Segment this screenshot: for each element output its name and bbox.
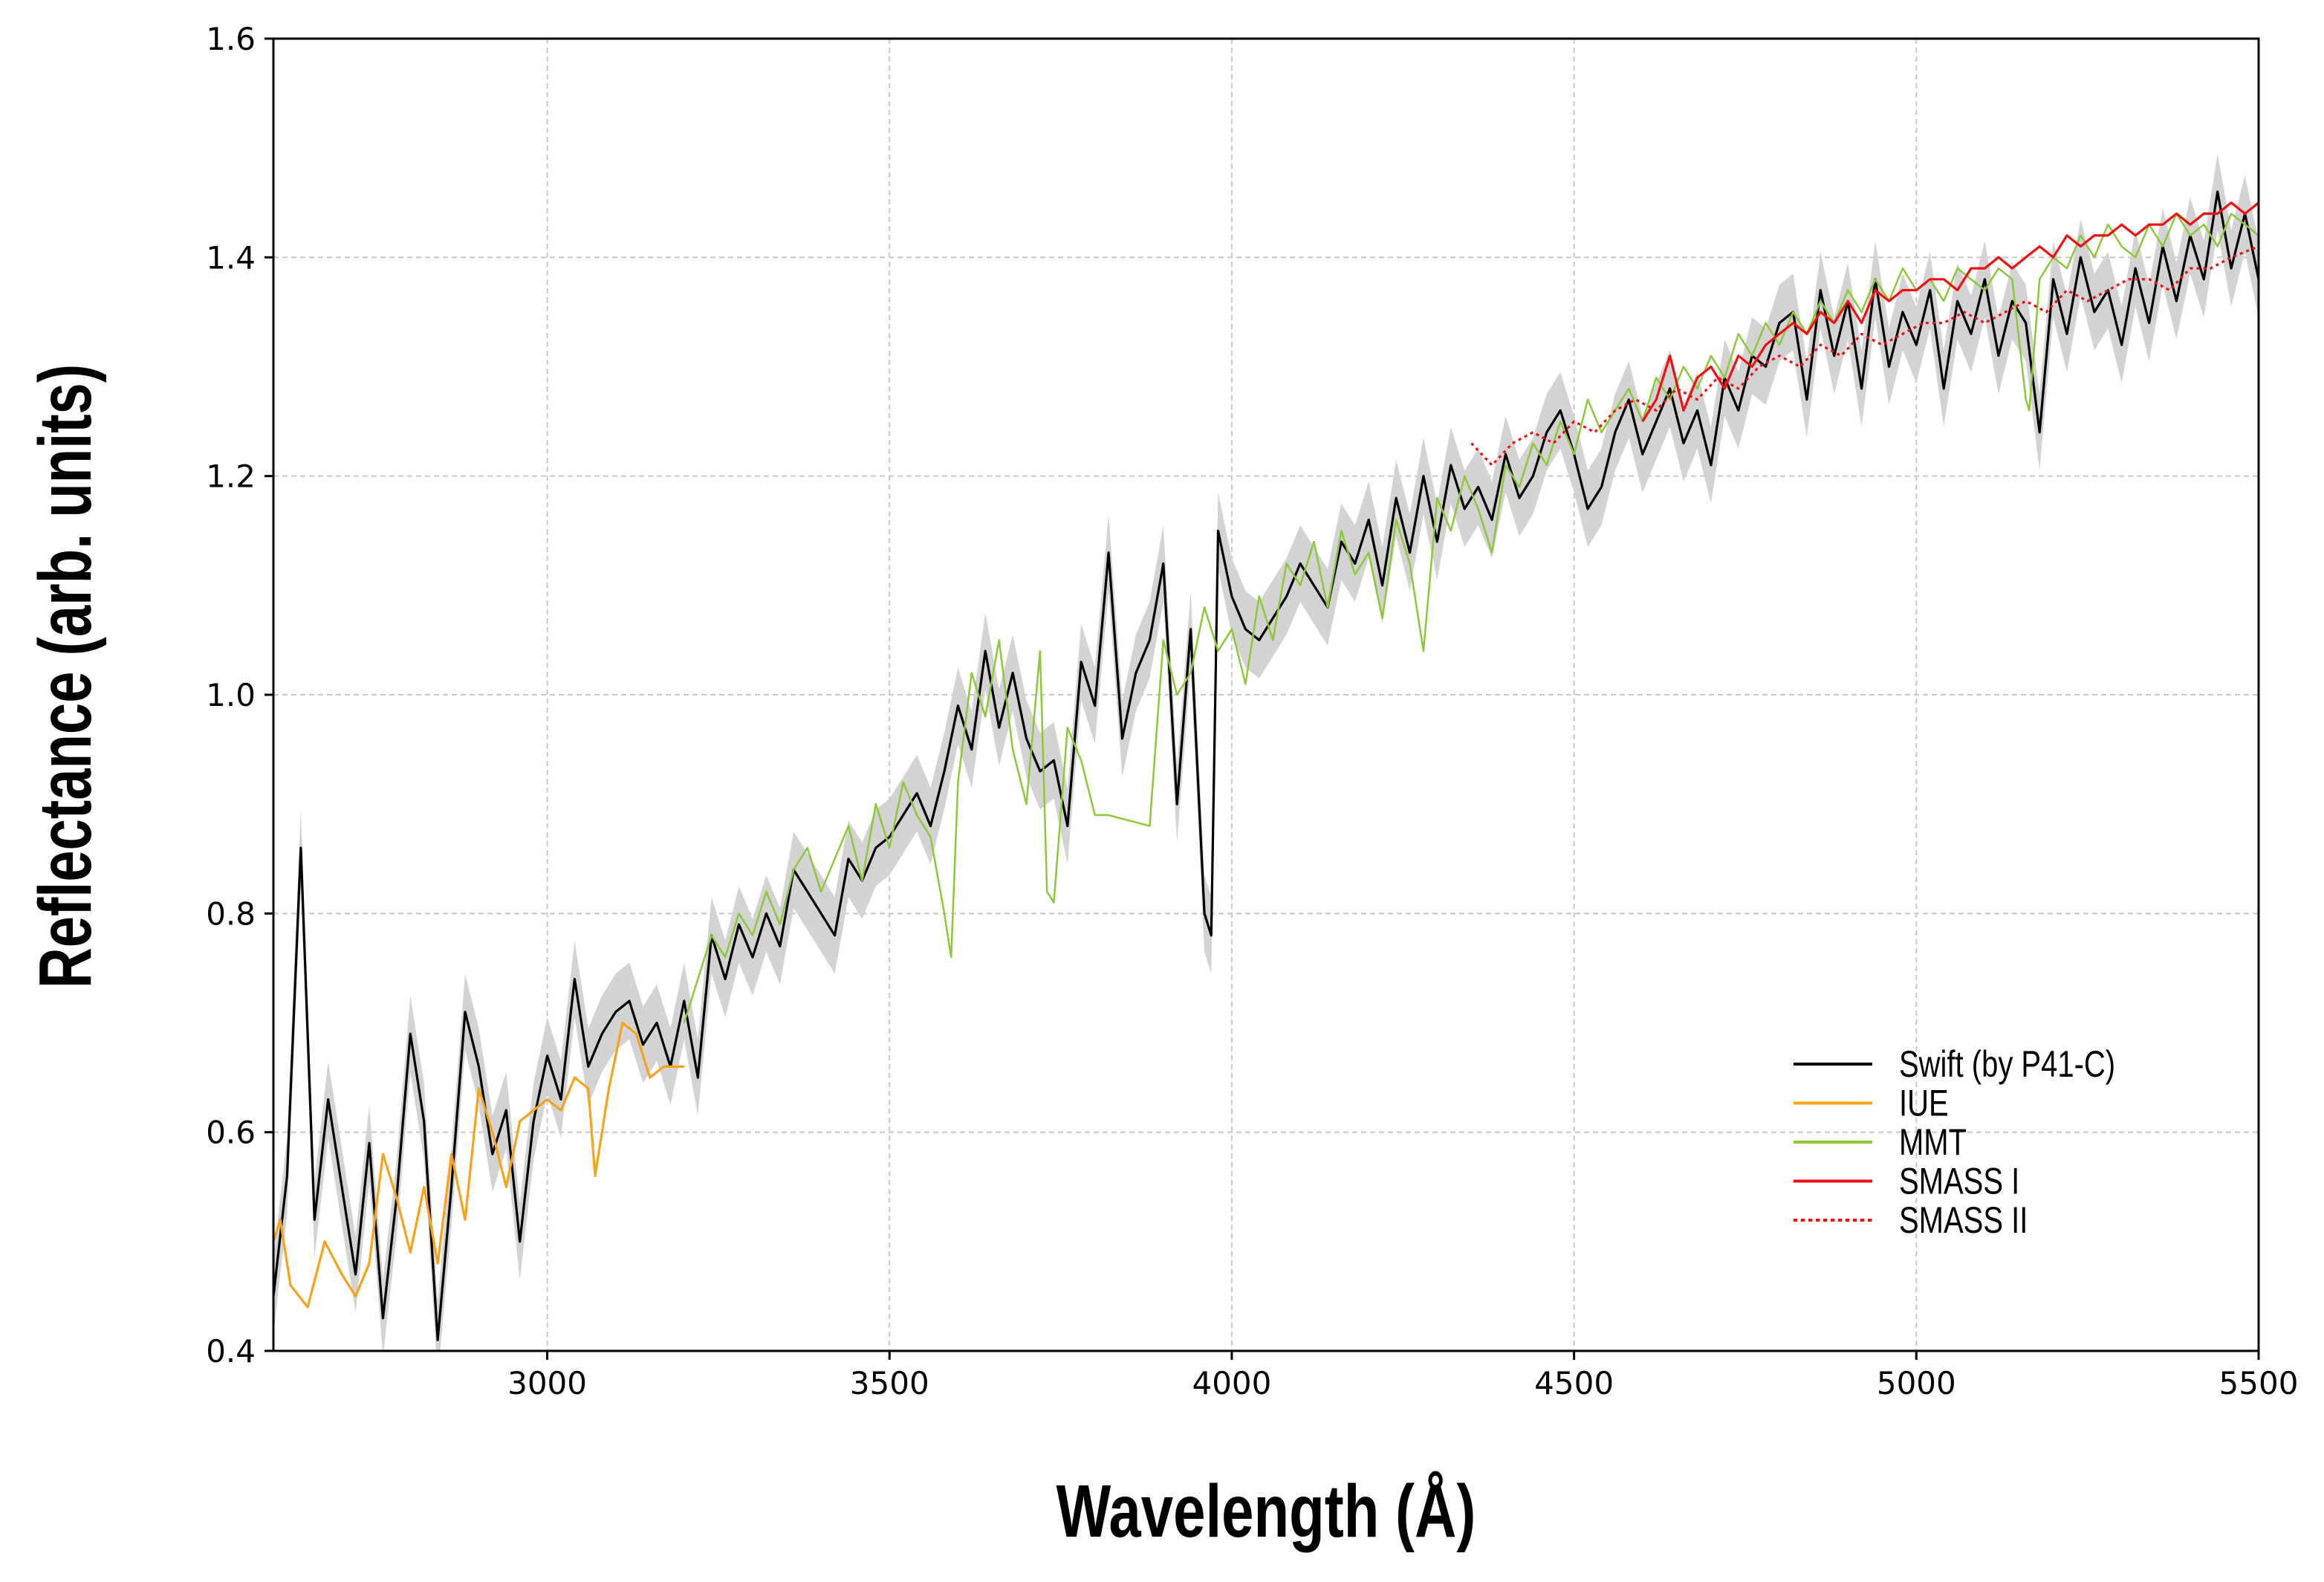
x-axis-title: Wavelength (Å)	[1056, 1471, 1476, 1554]
series-line-mmt	[683, 213, 2259, 1023]
y-axis-title: Reflectance (arb. units)	[24, 364, 106, 988]
y-tick-label: 1.2	[206, 458, 256, 495]
series-line-iue	[273, 1021, 684, 1309]
error-bands	[273, 153, 2259, 1351]
y-tick-label: 1.4	[206, 239, 256, 276]
axis-ticks: 3000 3500 4000 4500 5000 5500 0.4 0.6 0.8 1.0 1.2 1…	[206, 21, 2298, 1401]
x-tick-label: 3000	[507, 1365, 587, 1401]
x-tick-label: 4500	[1534, 1365, 1614, 1401]
y-tick-label: 0.6	[206, 1115, 256, 1151]
series-lines	[273, 190, 2259, 1341]
series-line-smass-i	[1641, 201, 2259, 422]
legend-label: SMASS II	[1899, 1199, 2028, 1241]
x-tick-label: 3500	[850, 1365, 929, 1401]
y-tick-label: 1.6	[206, 21, 256, 57]
y-tick-label: 0.8	[206, 895, 256, 932]
series-line-smass-ii	[1470, 245, 2259, 467]
x-tick-label: 5000	[1877, 1365, 1956, 1401]
series-line-swift-by-p41-c	[273, 190, 2259, 1341]
legend-label: Swift (by P41-C)	[1899, 1043, 2115, 1085]
legend-label: SMASS I	[1899, 1160, 2019, 1202]
grid	[273, 39, 2259, 1351]
y-tick-label: 0.4	[206, 1333, 256, 1369]
x-tick-label: 4000	[1192, 1365, 1271, 1401]
x-tick-label: 5500	[2219, 1365, 2299, 1401]
swift-uncertainty-band	[273, 153, 2259, 1351]
y-tick-label: 1.0	[206, 677, 256, 713]
legend-label: IUE	[1899, 1082, 1949, 1124]
legend-label: MMT	[1899, 1121, 1967, 1163]
